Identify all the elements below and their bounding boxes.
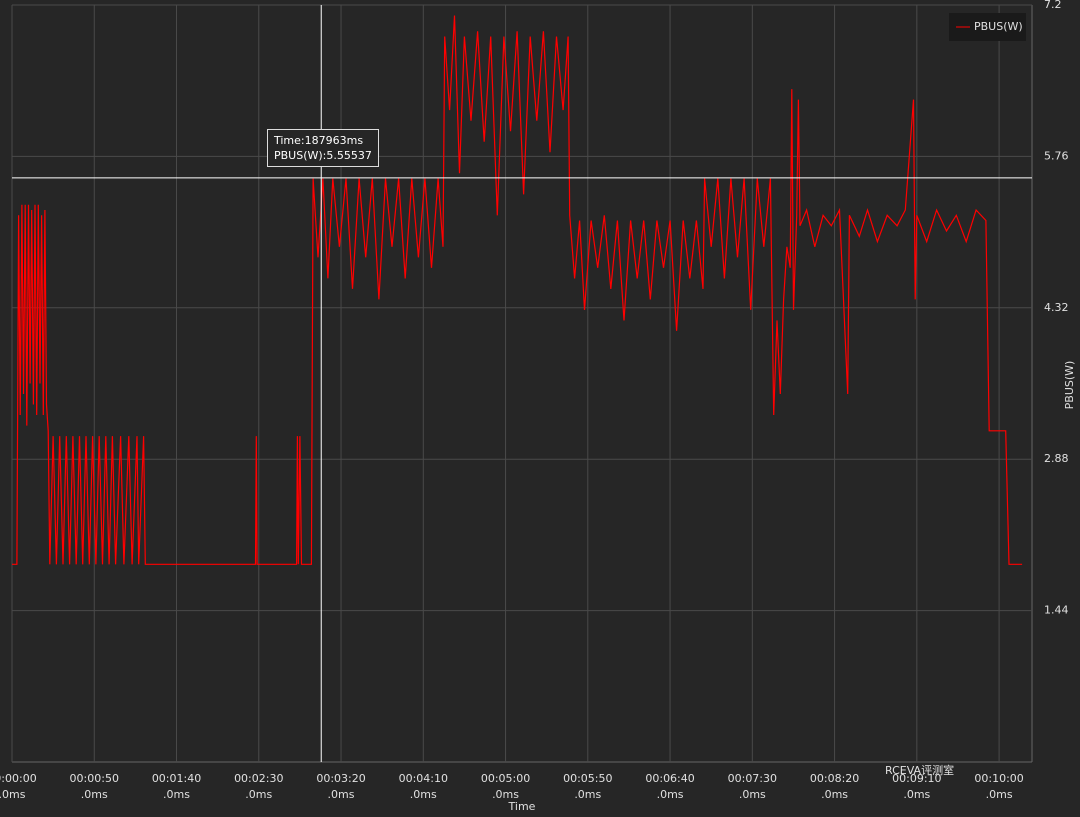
data-line — [12, 15, 1023, 565]
x-tick-label: 00:07:30 .0ms — [727, 772, 778, 801]
y-tick-label: 7.2 — [1044, 0, 1062, 11]
tooltip-text: PBUS(W):5.55537 — [274, 149, 372, 162]
x-tick-label: 00:06:40 .0ms — [645, 772, 695, 801]
y-tick-label: 5.76 — [1044, 149, 1069, 162]
x-tick-label: 00:01:40 .0ms — [151, 772, 202, 801]
x-tick-label: 00:05:50 .0ms — [563, 772, 613, 801]
x-tick-label: 00:04:10 .0ms — [398, 772, 448, 801]
tooltip: Time:187963ms PBUS(W):5.55537 — [267, 129, 379, 167]
x-axis-title: Time — [508, 800, 536, 813]
y-tick-label: 2.88 — [1044, 452, 1069, 465]
y-tick-label: 1.44 — [1044, 604, 1069, 617]
x-tick-label: 00:09:10 .0ms — [892, 772, 942, 801]
x-tick-label: 00:02:30 .0ms — [234, 772, 284, 801]
x-tick-label: 00:05:00 .0ms — [480, 772, 531, 801]
x-tick-label: 00:03:20 .0ms — [316, 772, 366, 801]
x-tick-label: 00:00:00 .0ms — [0, 772, 37, 801]
x-tick-label: 00:10:00 .0ms — [974, 772, 1024, 801]
x-tick-label: 00:08:20 .0ms — [809, 772, 860, 801]
y-axis-title: PBUS(W) — [1063, 361, 1076, 410]
legend-label: PBUS(W) — [974, 20, 1023, 33]
watermark: RCEVA评测室 — [885, 763, 954, 777]
y-tick-label: 4.32 — [1044, 301, 1069, 314]
x-tick-label: 00:00:50 .0ms — [69, 772, 119, 801]
tooltip-text: Time:187963ms — [274, 134, 364, 147]
